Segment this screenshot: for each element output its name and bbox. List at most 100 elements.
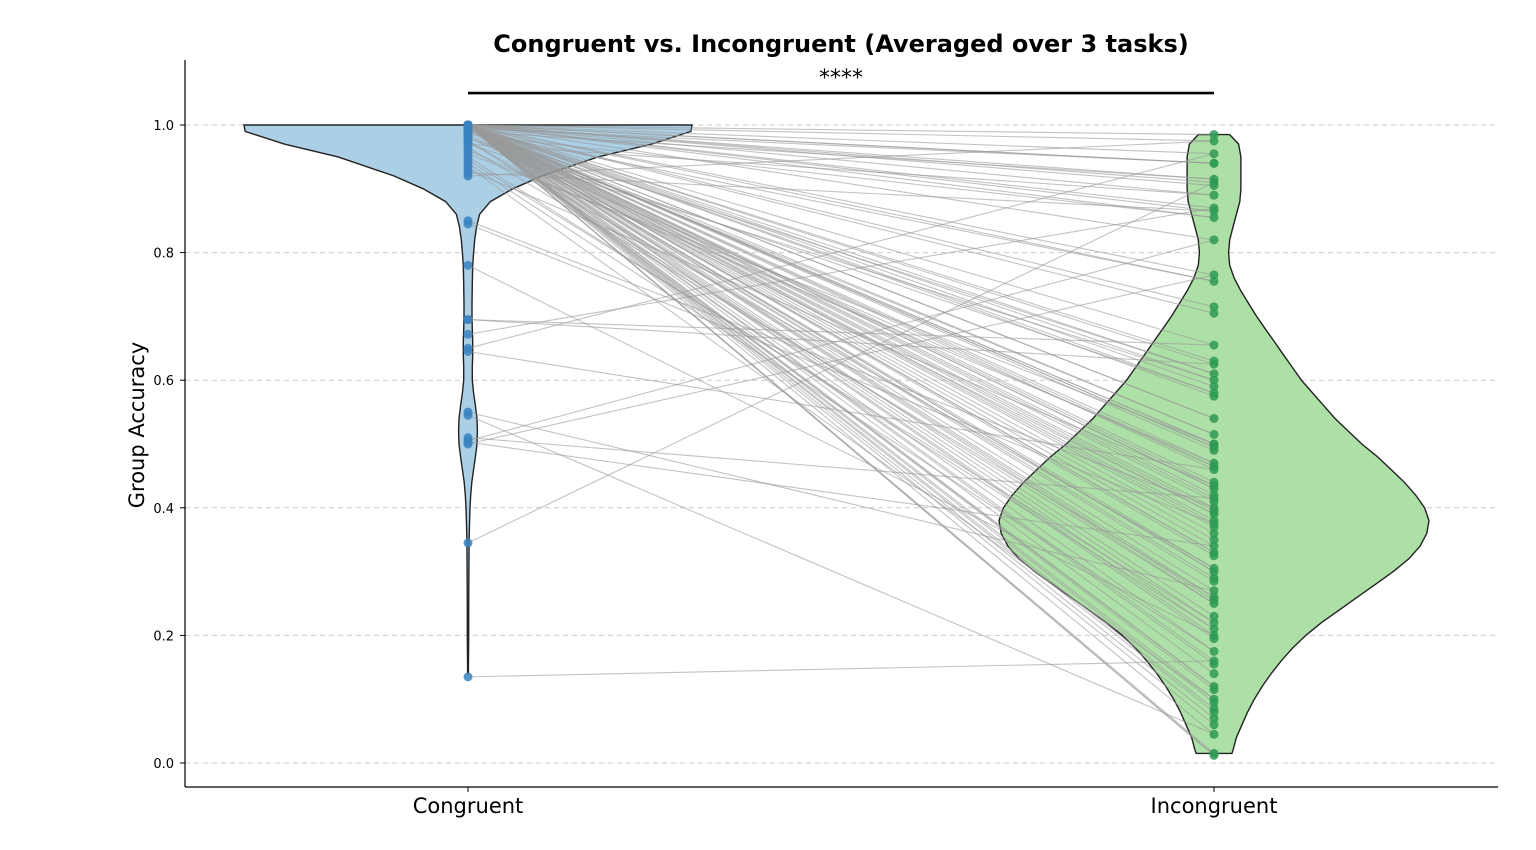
pair-line — [467, 153, 1215, 349]
pair-line — [467, 156, 1215, 630]
pair-line — [467, 274, 1215, 445]
y-tick-label: 0.0 — [153, 757, 174, 772]
data-point-incongruent — [1209, 522, 1219, 532]
data-point-congruent — [463, 329, 473, 339]
data-point-incongruent — [1209, 750, 1219, 760]
pair-line — [467, 414, 1215, 735]
pair-line — [467, 660, 1215, 678]
pair-line — [467, 124, 1215, 522]
pair-line — [467, 124, 1215, 362]
pair-line — [467, 124, 1215, 419]
pair-line — [467, 124, 1215, 155]
data-point-incongruent — [1209, 611, 1219, 621]
data-point-incongruent — [1209, 158, 1219, 168]
pair-line — [467, 319, 1215, 346]
pair-line — [467, 124, 1215, 735]
pair-line — [467, 134, 1215, 219]
pair-line — [467, 124, 1215, 547]
pair-line — [467, 124, 1215, 276]
pair-line — [467, 124, 1215, 534]
pair-line — [467, 172, 1215, 212]
pair-line — [467, 124, 1215, 196]
data-point-incongruent — [1209, 697, 1219, 707]
data-point-incongruent — [1209, 445, 1219, 455]
data-point-congruent — [463, 538, 473, 548]
pair-line — [467, 124, 1215, 756]
data-point-incongruent — [1209, 190, 1219, 200]
data-point-incongruent — [1209, 624, 1219, 634]
pair-line — [467, 124, 1215, 282]
pair-line — [467, 124, 1215, 219]
pair-line — [467, 124, 1215, 483]
data-point-incongruent — [1209, 340, 1219, 350]
pair-line — [467, 130, 1215, 282]
data-point-incongruent — [1209, 634, 1219, 644]
pair-line — [467, 153, 1215, 445]
data-point-incongruent — [1209, 130, 1219, 140]
data-point-incongruent — [1209, 720, 1219, 730]
pair-line — [467, 124, 1215, 142]
data-point-incongruent — [1209, 465, 1219, 475]
pair-line — [467, 169, 1215, 486]
pair-line — [467, 124, 1215, 719]
pair-line — [467, 239, 1215, 442]
pair-line — [467, 319, 1215, 365]
data-point-incongruent — [1209, 382, 1219, 392]
data-point-incongruent — [1209, 509, 1219, 519]
data-point-incongruent — [1209, 276, 1219, 286]
data-point-incongruent — [1209, 391, 1219, 401]
data-point-incongruent — [1209, 576, 1219, 586]
data-point-incongruent — [1209, 707, 1219, 717]
data-points — [463, 120, 1219, 760]
data-point-incongruent — [1209, 685, 1219, 695]
data-point-incongruent — [1209, 302, 1219, 312]
data-point-incongruent — [1209, 729, 1219, 739]
data-point-incongruent — [1209, 551, 1219, 561]
pair-line — [467, 350, 1215, 471]
data-point-incongruent — [1209, 496, 1219, 506]
data-point-incongruent — [1209, 713, 1219, 723]
pair-line — [467, 124, 1215, 464]
pair-line — [467, 124, 1215, 726]
pair-line — [467, 146, 1215, 598]
pair-line — [467, 181, 1215, 544]
pair-line — [467, 441, 1215, 547]
axes — [180, 60, 1498, 792]
pair-line — [467, 223, 1215, 525]
data-point-incongruent — [1209, 586, 1219, 596]
tick-labels: 0.0 0.2 0.4 0.6 0.8 1.0 Congruent Incongruent — [153, 119, 1277, 818]
pair-line — [467, 124, 1215, 512]
x-tick-label-congruent: Congruent — [413, 794, 524, 818]
data-point-congruent — [463, 672, 473, 682]
pair-line — [467, 127, 1215, 164]
x-tick-label-incongruent: Incongruent — [1151, 794, 1278, 818]
data-point-congruent — [463, 439, 473, 449]
pair-lines — [467, 124, 1215, 756]
pair-line — [467, 134, 1215, 515]
data-point-incongruent — [1209, 206, 1219, 216]
data-point-incongruent — [1209, 308, 1219, 318]
pair-line — [467, 437, 1215, 499]
data-point-incongruent — [1209, 669, 1219, 679]
pair-line — [467, 130, 1215, 180]
pair-line — [467, 124, 1215, 553]
pair-line — [467, 124, 1215, 136]
data-point-congruent — [463, 219, 473, 229]
pair-line — [467, 124, 1215, 375]
data-point-incongruent — [1209, 369, 1219, 379]
data-point-congruent — [463, 410, 473, 420]
pair-line — [467, 130, 1215, 375]
data-point-incongruent — [1209, 618, 1219, 628]
data-point-incongruent — [1209, 136, 1219, 146]
data-point-incongruent — [1209, 541, 1219, 551]
violins — [243, 124, 1430, 755]
pair-line — [467, 159, 1215, 624]
pair-line — [467, 124, 1215, 582]
data-point-incongruent — [1209, 528, 1219, 538]
y-tick-label: 0.4 — [153, 502, 174, 517]
data-point-incongruent — [1209, 484, 1219, 494]
data-point-incongruent — [1209, 413, 1219, 423]
pair-line — [467, 162, 1215, 652]
data-point-incongruent — [1209, 359, 1219, 369]
data-point-incongruent — [1209, 375, 1219, 385]
